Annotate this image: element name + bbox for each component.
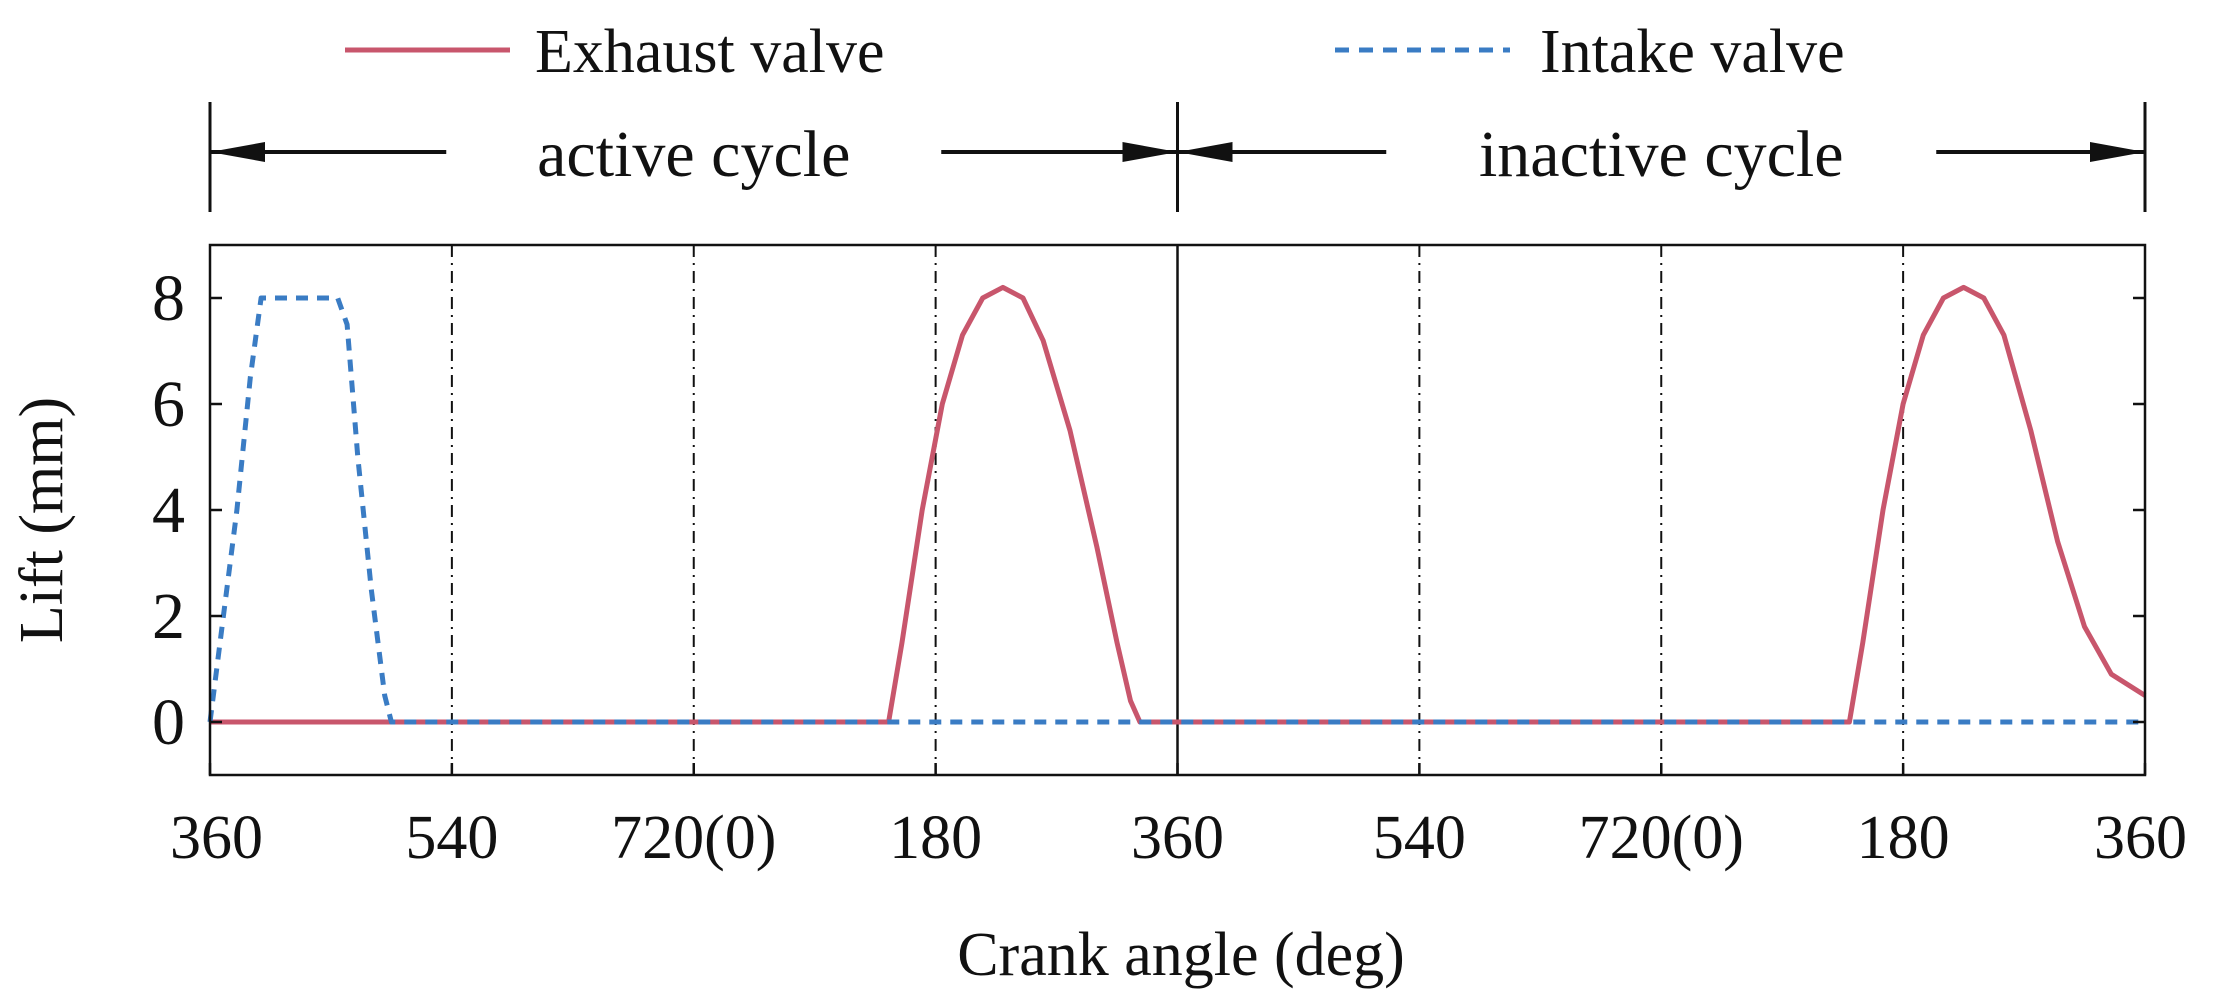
dashdot-gridlines	[450, 245, 1905, 775]
cycle-arrowhead-left	[1177, 142, 1233, 162]
x-tick-label: 360	[2094, 804, 2187, 872]
x-tick-label: 720(0)	[1579, 804, 1744, 872]
y-tick-label: 6	[152, 368, 185, 441]
x-tick-label: 180	[1857, 804, 1950, 872]
y-tick-label: 0	[152, 686, 185, 759]
y-tick-label: 8	[152, 262, 185, 335]
x-tick-label: 540	[405, 804, 498, 872]
x-tick-label: 180	[889, 804, 982, 872]
plot-area: 0 2 4 6 8 360 540 720(0) 180 360 540 720(0) 180 360	[152, 243, 2187, 872]
cycle-arrowhead-right	[2090, 142, 2145, 162]
cycle-label: inactive cycle	[1479, 118, 1844, 191]
x-tick-label: 360	[170, 804, 263, 872]
series-layer	[207, 284, 2147, 725]
intake-valve-line	[207, 295, 2145, 725]
axis-ticks: 0 2 4 6 8 360 540 720(0) 180 360 540 720(0) 180 360	[152, 262, 2187, 872]
x-tick-label: 540	[1373, 804, 1466, 872]
y-tick-label: 2	[152, 580, 185, 653]
cycle-annotations: active cycle inactive cycle	[208, 102, 2147, 212]
x-tick-label: 720(0)	[611, 804, 776, 872]
legend: Exhaust valve Intake valve	[345, 18, 1845, 86]
x-tick-label: 360	[1131, 804, 1224, 872]
y-tick-label: 4	[152, 474, 185, 547]
cycle-label: active cycle	[537, 118, 850, 191]
x-axis-label: Crank angle (deg)	[957, 921, 1405, 989]
cycle-arrowhead-left	[210, 142, 265, 162]
legend-intake-label: Intake valve	[1540, 18, 1845, 86]
cycle-arrowhead-right	[1122, 142, 1178, 162]
legend-exhaust-label: Exhaust valve	[535, 18, 885, 86]
y-axis-label: Lift (mm)	[8, 397, 76, 643]
